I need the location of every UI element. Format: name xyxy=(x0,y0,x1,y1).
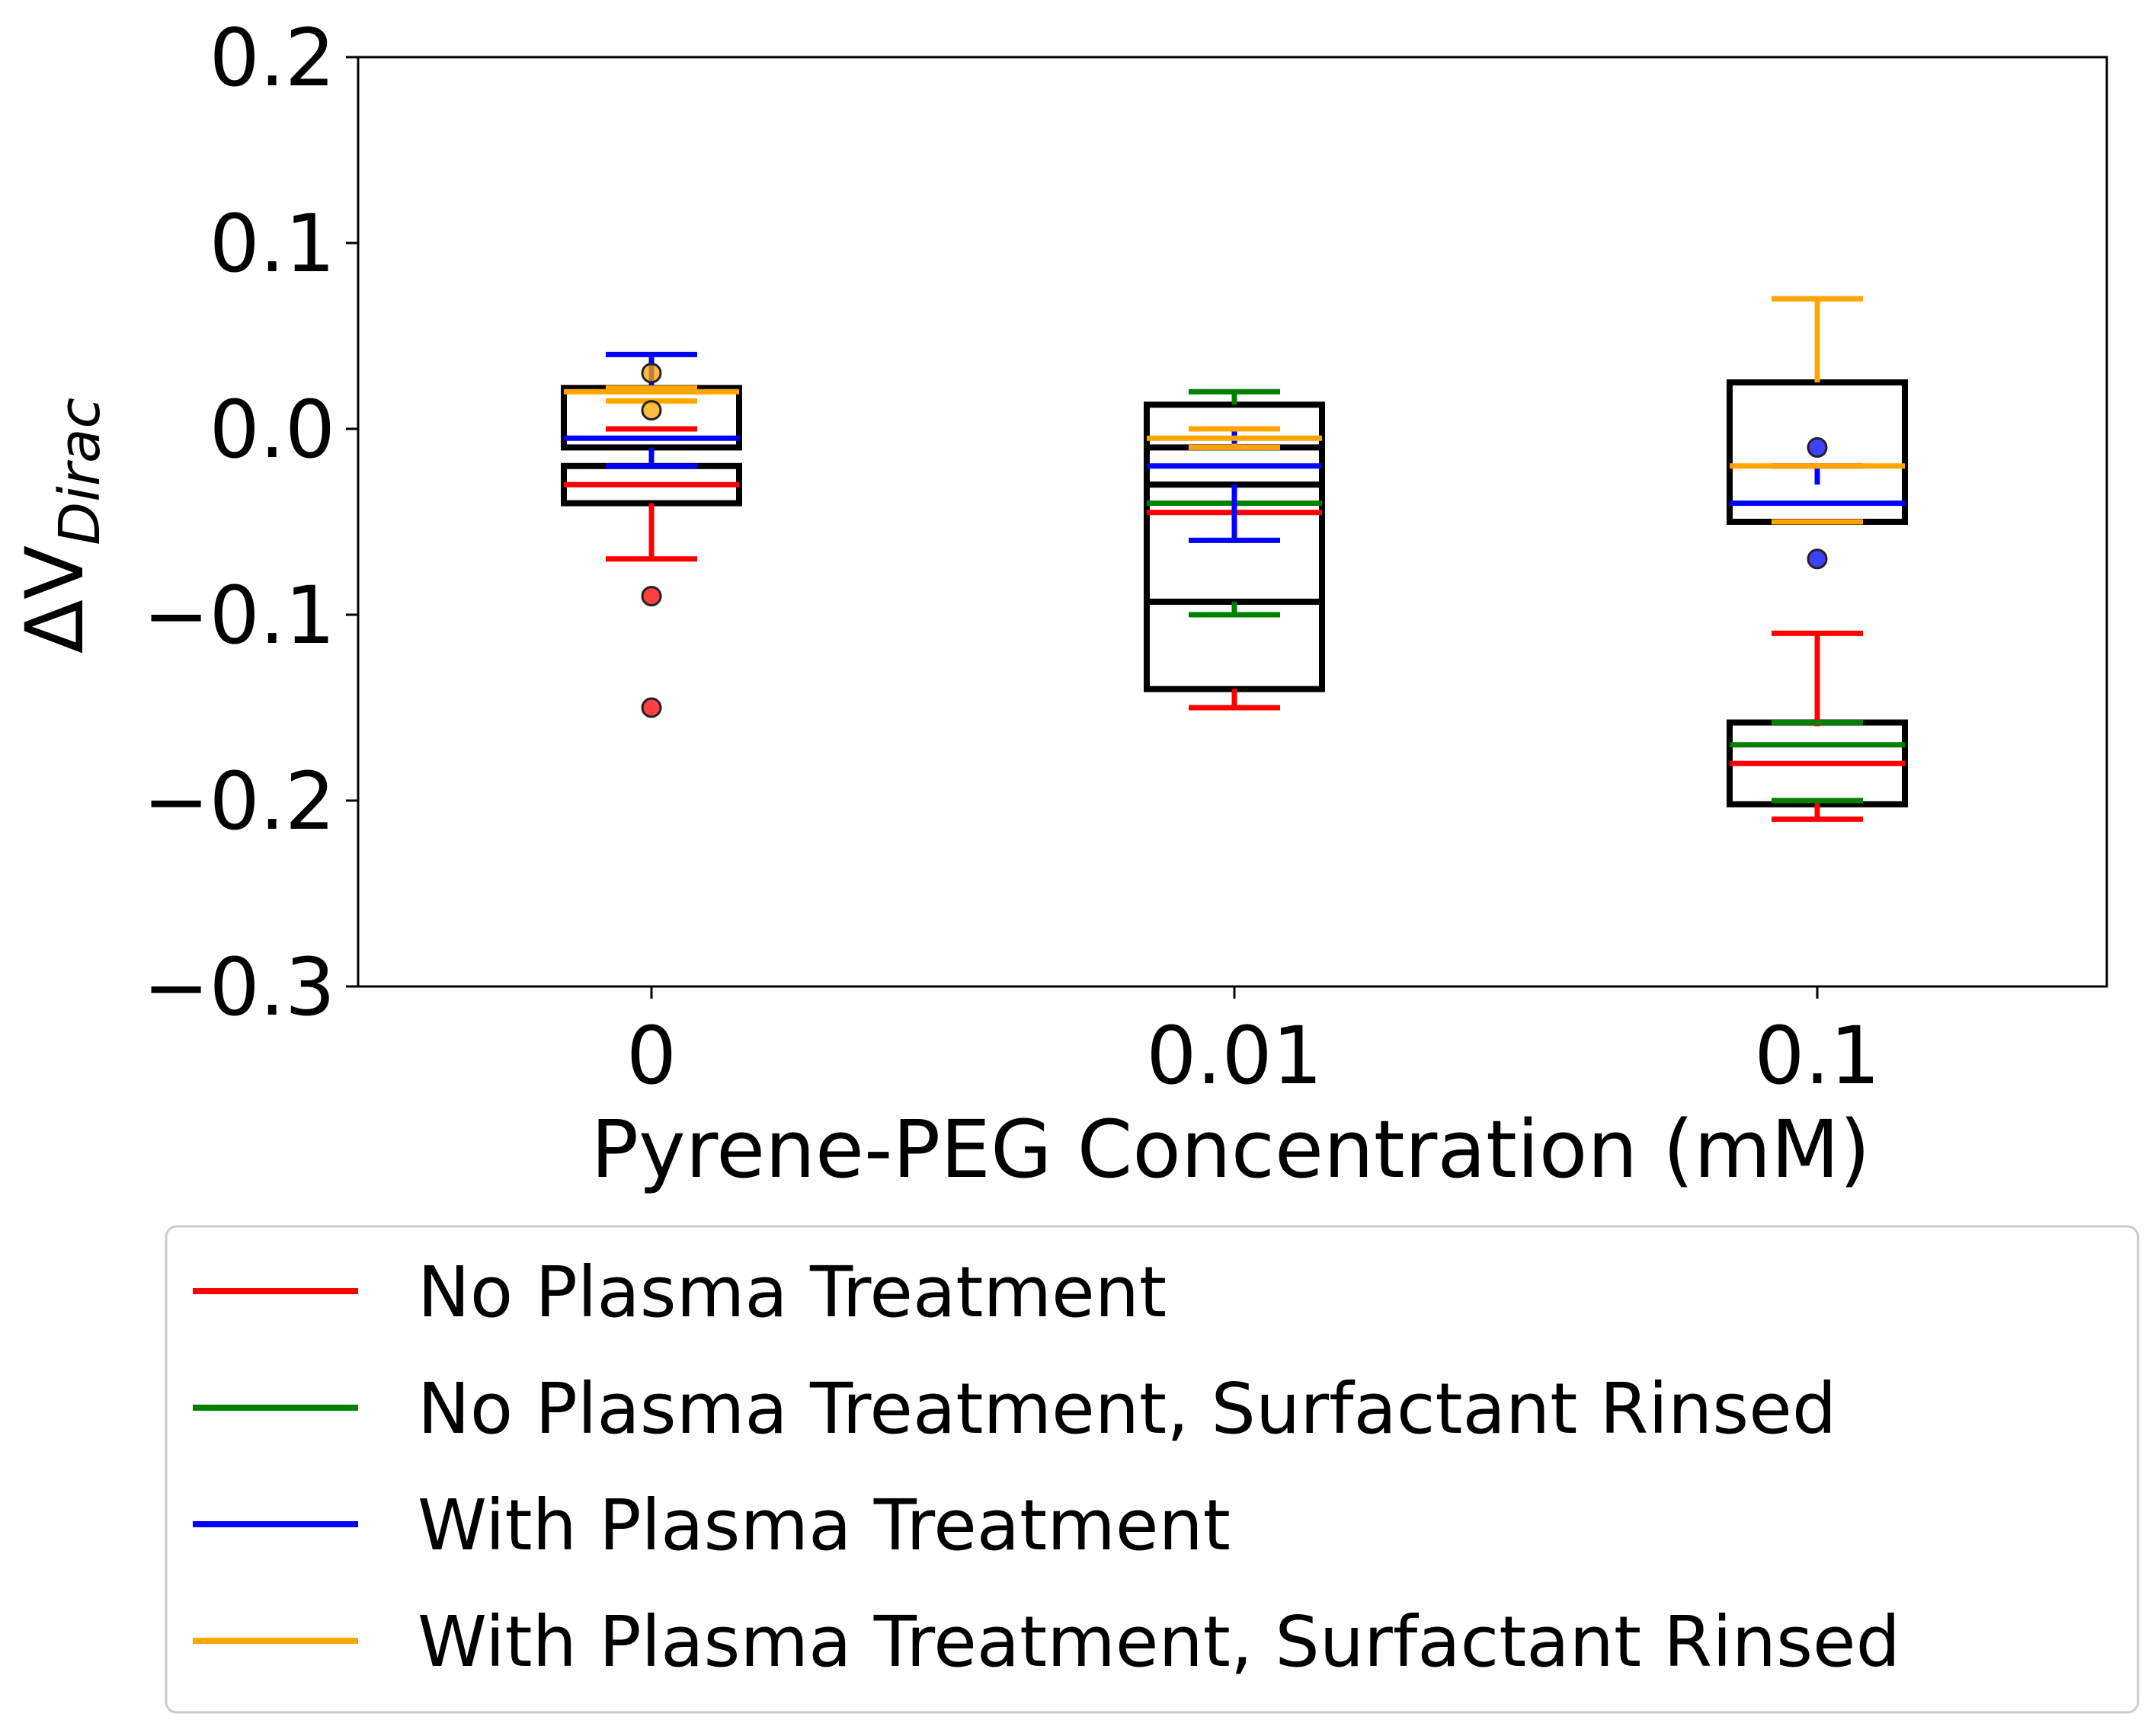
outlier-point xyxy=(641,400,662,421)
series-box xyxy=(1730,630,1905,822)
series-box xyxy=(564,363,739,421)
series-box xyxy=(1730,720,1905,804)
y-tick-label: 0.1 xyxy=(210,197,335,290)
legend-frame xyxy=(165,1225,2140,1714)
y-tick-label: −0.1 xyxy=(142,569,335,662)
y-tick-label: −0.3 xyxy=(142,941,335,1034)
legend-label: No Plasma Treatment, Surfactant Rinsed xyxy=(418,1368,1836,1450)
series-box xyxy=(1730,296,1905,525)
plot-frame xyxy=(357,56,2108,988)
legend-label: With Plasma Treatment xyxy=(418,1485,1231,1566)
legend: No Plasma Treatment No Plasma Treatment, … xyxy=(165,1225,2140,1714)
legend-label: With Plasma Treatment, Surfactant Rinsed xyxy=(418,1601,1900,1683)
legend-item: With Plasma Treatment xyxy=(193,1485,1231,1566)
x-tick-label: 0.01 xyxy=(1146,1009,1323,1102)
y-axis-title: ΔVDirac xyxy=(8,398,113,654)
legend-label: No Plasma Treatment xyxy=(418,1252,1167,1333)
series-box xyxy=(1730,436,1905,570)
outlier-point xyxy=(1807,436,1828,458)
x-tick-label: 0 xyxy=(626,1009,677,1102)
y-tick-label: 0.0 xyxy=(210,383,335,476)
y-tick-label: −0.2 xyxy=(142,755,335,848)
plot-area xyxy=(357,56,2108,988)
y-axis: 0.2 0.1 0.0 −0.1 −0.2 −0.3 xyxy=(142,11,358,1034)
series-box xyxy=(1147,426,1322,450)
x-axis-title: Pyrene-PEG Concentration (mM) xyxy=(591,1103,1870,1196)
outlier-point xyxy=(641,363,662,384)
x-axis: 0 0.01 0.1 xyxy=(626,986,1881,1102)
series-box xyxy=(564,426,739,718)
y-axis-title-sub: Dirac xyxy=(47,398,113,545)
y-axis-title-main: ΔV xyxy=(8,545,101,654)
legend-item: No Plasma Treatment xyxy=(193,1252,1167,1333)
legend-item: With Plasma Treatment, Surfactant Rinsed xyxy=(193,1601,1900,1683)
outlier-point xyxy=(641,586,662,607)
outlier-point xyxy=(641,697,662,718)
outlier-point xyxy=(1807,548,1828,570)
x-tick-label: 0.1 xyxy=(1754,1009,1880,1102)
y-tick-label: 0.2 xyxy=(210,11,335,104)
legend-item: No Plasma Treatment, Surfactant Rinsed xyxy=(193,1368,1836,1450)
